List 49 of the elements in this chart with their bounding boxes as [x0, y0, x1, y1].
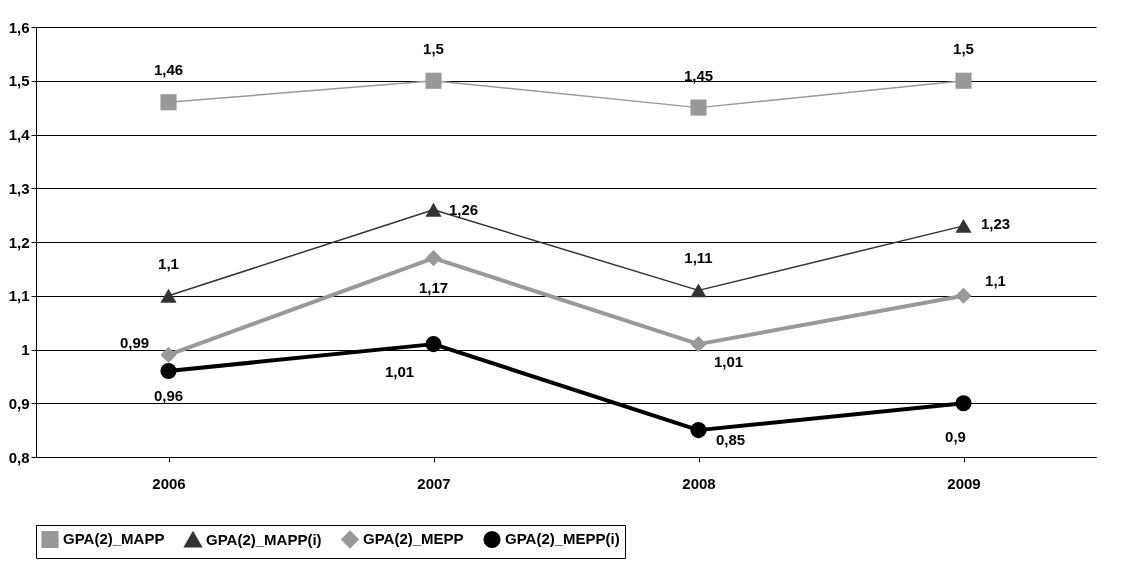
point [955, 218, 972, 233]
x-tick-label: 2008 [682, 474, 716, 492]
data-label: 1,1 [985, 271, 1006, 289]
point [160, 288, 177, 303]
data-label: 1,23 [980, 214, 1011, 232]
data-label: 1,1 [158, 254, 179, 272]
data-label: 1,01 [713, 353, 744, 371]
y-tick-label: 1,1 [8, 287, 30, 305]
data-label: 1,17 [418, 279, 449, 297]
x-tick-label: 2007 [417, 474, 451, 492]
point [690, 99, 707, 116]
y-tick-label: 1 [21, 341, 30, 358]
data-label: 0,9 [945, 428, 966, 446]
point [425, 250, 442, 267]
data-label: 1,11 [684, 249, 713, 267]
y-tick-label: 1,6 [8, 18, 30, 36]
y-tick-label: 0,9 [8, 394, 30, 412]
data-label: 1,26 [448, 200, 479, 218]
data-label: 1,45 [683, 66, 714, 84]
data-label: 1,01 [384, 363, 415, 381]
y-tick-label: 1,2 [8, 233, 30, 251]
data-label: 1,46 [153, 61, 184, 79]
point [160, 94, 177, 111]
y-tick-label: 1,3 [8, 179, 30, 197]
point [955, 72, 972, 89]
point [955, 287, 972, 304]
data-label: 0,85 [715, 431, 746, 449]
y-tick-label: 0,8 [8, 448, 30, 466]
legend-label: GPA(2)_MAPP(i) [206, 530, 322, 548]
y-tick-label: 1,5 [8, 72, 30, 90]
point [690, 283, 707, 298]
legend-label: GPA(2)_MEPP(i) [505, 530, 620, 548]
data-label: 0,99 [119, 333, 150, 351]
point [690, 336, 707, 353]
y-tick-label: 1,4 [8, 126, 31, 143]
x-tick-label: 2006 [152, 474, 186, 492]
point [160, 346, 177, 363]
data-label: 0,96 [153, 387, 184, 404]
point [425, 72, 442, 89]
point [425, 202, 442, 217]
legend-label: GPA(2)_MEPP [363, 530, 464, 548]
data-label: 1,5 [953, 39, 974, 57]
point [955, 395, 972, 412]
point [160, 362, 177, 380]
x-tick-label: 2009 [947, 474, 981, 492]
legend-label: GPA(2)_MAPP [63, 530, 165, 548]
data-label: 1,5 [423, 39, 444, 57]
point [690, 422, 707, 439]
point [425, 336, 442, 353]
